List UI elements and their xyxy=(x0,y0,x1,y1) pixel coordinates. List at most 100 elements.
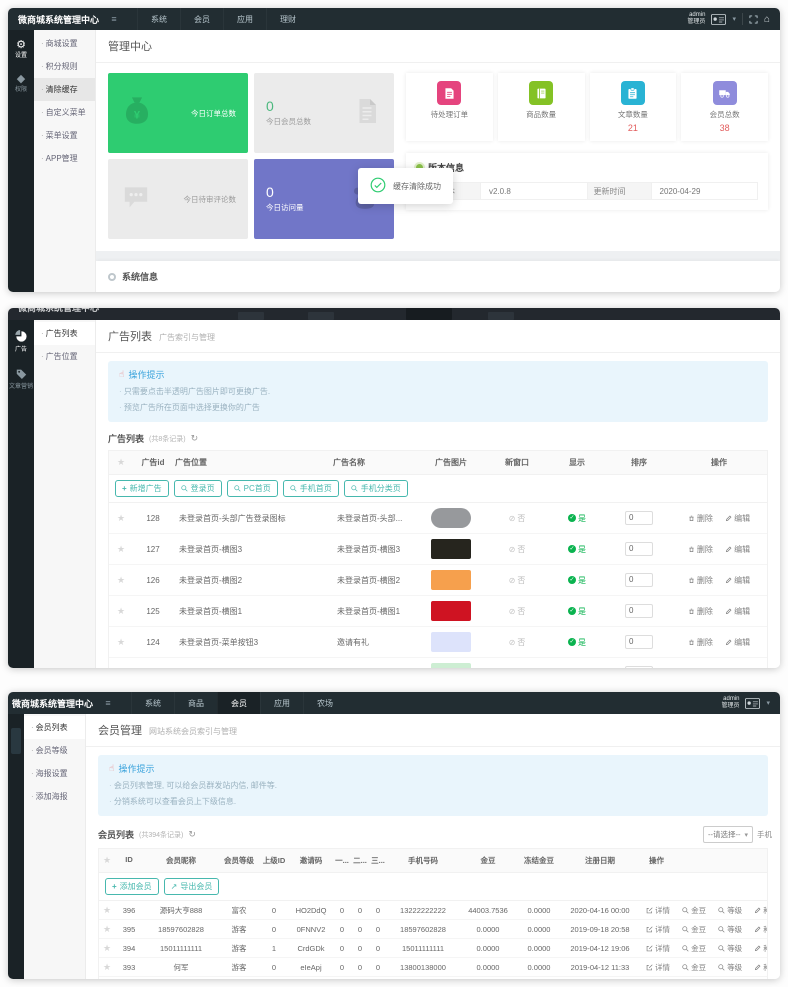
sidebar-item-member-level[interactable]: 会员等级 xyxy=(24,739,85,762)
edit-button[interactable]: 编辑 xyxy=(725,668,750,669)
nav-item-farm[interactable]: 农场 xyxy=(303,692,346,714)
stat-article-count[interactable]: 文章数量 21 xyxy=(589,73,677,141)
chevron-down-icon[interactable]: ▾ xyxy=(766,700,770,707)
sort-input[interactable]: 0 xyxy=(625,666,653,668)
nav-item-system[interactable]: 系统 xyxy=(137,8,180,30)
nav-item-member[interactable]: 会员 xyxy=(180,8,223,30)
star-icon[interactable]: ★ xyxy=(102,961,112,972)
level-button[interactable]: 等级 xyxy=(718,905,742,916)
id-card-icon[interactable] xyxy=(711,13,727,25)
nav-item-member[interactable]: 会员 xyxy=(217,692,261,714)
rail-item-settings[interactable]: ⚙ 设置 xyxy=(14,39,27,60)
rail-item-permissions[interactable]: ◆ 权限 xyxy=(14,73,27,94)
filter-login-page-button[interactable]: 登录页 xyxy=(173,480,222,497)
gold-button[interactable]: 金豆 xyxy=(682,943,706,954)
nav-item-finance[interactable]: 理财 xyxy=(266,8,309,30)
delete-button[interactable]: 删除 xyxy=(688,513,713,524)
sidebar-item-mall-settings[interactable]: 商城设置 xyxy=(34,32,95,55)
filter-mobile-category-button[interactable]: 手机分类页 xyxy=(343,480,408,497)
star-icon[interactable]: ★ xyxy=(116,543,126,554)
sort-input[interactable]: 0 xyxy=(625,604,653,618)
star-icon[interactable]: ★ xyxy=(116,636,126,647)
detail-button[interactable]: 详情 xyxy=(646,943,670,954)
star-icon[interactable]: ★ xyxy=(117,668,125,669)
rail-item-article-marketing[interactable]: 文章营销 xyxy=(8,366,34,393)
star-icon[interactable]: ★ xyxy=(102,904,112,915)
stat-member-total[interactable]: 会员总数 38 xyxy=(681,73,768,141)
detail-button[interactable]: 详情 xyxy=(646,924,670,935)
gold-button[interactable]: 金豆 xyxy=(682,962,706,973)
ad-image[interactable] xyxy=(431,539,471,559)
detail-button[interactable]: 详情 xyxy=(646,962,670,973)
nav-item-app[interactable]: 应用 xyxy=(260,692,303,714)
edit-button[interactable]: 编辑 xyxy=(725,575,750,586)
detail-button[interactable]: 详情 xyxy=(646,905,670,916)
sidebar-item-menu-settings[interactable]: 菜单设置 xyxy=(34,124,95,147)
refresh-icon[interactable]: ↻ xyxy=(188,829,196,839)
planting-record-button[interactable]: 种植记录 xyxy=(754,905,767,916)
planting-record-button[interactable]: 种植记录 xyxy=(754,924,767,935)
card-today-orders[interactable]: ¥ 今日订单总数 xyxy=(108,73,248,153)
sidebar-item-app-manage[interactable]: APP管理 xyxy=(34,147,95,170)
gold-button[interactable]: 金豆 xyxy=(682,905,706,916)
star-icon[interactable]: ★ xyxy=(116,605,126,616)
fullscreen-icon[interactable] xyxy=(749,14,758,24)
delete-button[interactable]: 删除 xyxy=(688,575,713,586)
star-icon[interactable]: ★ xyxy=(116,574,126,585)
card-today-members[interactable]: 0 今日会员总数 xyxy=(254,73,394,153)
add-member-button[interactable]: + 添加会员 xyxy=(105,878,159,895)
edit-button[interactable]: 编辑 xyxy=(725,544,750,555)
filter-select[interactable]: --请选择-- ▾ xyxy=(702,826,753,843)
delete-button[interactable]: 删除 xyxy=(688,544,713,555)
delete-button[interactable]: 删除 xyxy=(688,606,713,617)
chevron-down-icon[interactable]: ▾ xyxy=(732,16,736,23)
sort-input[interactable]: 0 xyxy=(625,635,653,649)
level-button[interactable]: 等级 xyxy=(718,962,742,973)
export-member-button[interactable]: ↗ 导出会员 xyxy=(163,878,220,895)
nav-item-system[interactable]: 系统 xyxy=(131,692,174,714)
edit-button[interactable]: 编辑 xyxy=(725,513,750,524)
ad-image[interactable] xyxy=(431,570,471,590)
star-icon[interactable]: ★ xyxy=(102,942,112,953)
filter-pc-home-button[interactable]: PC首页 xyxy=(226,480,278,497)
level-button[interactable]: 等级 xyxy=(718,924,742,935)
planting-record-button[interactable]: 种植记录 xyxy=(754,943,767,954)
sidebar-item-ad-position[interactable]: 广告位置 xyxy=(34,345,95,368)
planting-record-button[interactable]: 种植记录 xyxy=(754,962,767,973)
home-icon[interactable]: ⌂ xyxy=(763,13,770,25)
stat-pending-orders[interactable]: 待处理订单 xyxy=(406,73,493,141)
menu-toggle-icon[interactable]: ≡ xyxy=(105,698,111,708)
sidebar-item-member-list[interactable]: 会员列表 xyxy=(24,716,85,739)
ad-image[interactable] xyxy=(431,632,471,652)
add-ad-button[interactable]: + 新增广告 xyxy=(115,480,169,497)
card-today-pending-comments[interactable]: 今日待审评论数 xyxy=(108,159,248,239)
level-button[interactable]: 等级 xyxy=(718,943,742,954)
ad-image[interactable] xyxy=(431,508,471,528)
star-icon[interactable]: ★ xyxy=(116,512,126,523)
ad-image[interactable] xyxy=(431,663,471,668)
gold-button[interactable]: 金豆 xyxy=(682,924,706,935)
edit-button[interactable]: 编辑 xyxy=(725,606,750,617)
sidebar-item-ad-list[interactable]: 广告列表 xyxy=(34,322,95,345)
nav-item-app[interactable]: 应用 xyxy=(223,8,266,30)
id-card-icon[interactable] xyxy=(745,697,761,709)
sort-input[interactable]: 0 xyxy=(625,511,653,525)
edit-button[interactable]: 编辑 xyxy=(725,637,750,648)
stat-product-count[interactable]: 商品数量 xyxy=(497,73,585,141)
ad-image[interactable] xyxy=(431,601,471,621)
star-icon[interactable]: ★ xyxy=(102,923,112,934)
rail-item-ads[interactable]: 广告 xyxy=(8,328,34,356)
delete-button[interactable]: 删除 xyxy=(688,637,713,648)
filter-mobile-home-button[interactable]: 手机首页 xyxy=(282,480,339,497)
sidebar-item-poster-settings[interactable]: 海报设置 xyxy=(24,762,85,785)
sidebar-item-add-poster[interactable]: 添加海报 xyxy=(24,785,85,808)
sidebar-item-clear-cache[interactable]: 清除缓存 xyxy=(34,78,95,101)
sort-input[interactable]: 0 xyxy=(625,542,653,556)
menu-toggle-icon[interactable]: ≡ xyxy=(111,14,117,24)
sort-input[interactable]: 0 xyxy=(625,573,653,587)
delete-button[interactable]: 删除 xyxy=(688,668,713,669)
refresh-icon[interactable]: ↻ xyxy=(190,433,199,443)
nav-item-product[interactable]: 商品 xyxy=(174,692,217,714)
sidebar-item-custom-menu[interactable]: 自定义菜单 xyxy=(34,101,95,124)
sidebar-item-points-rules[interactable]: 积分规则 xyxy=(34,55,95,78)
